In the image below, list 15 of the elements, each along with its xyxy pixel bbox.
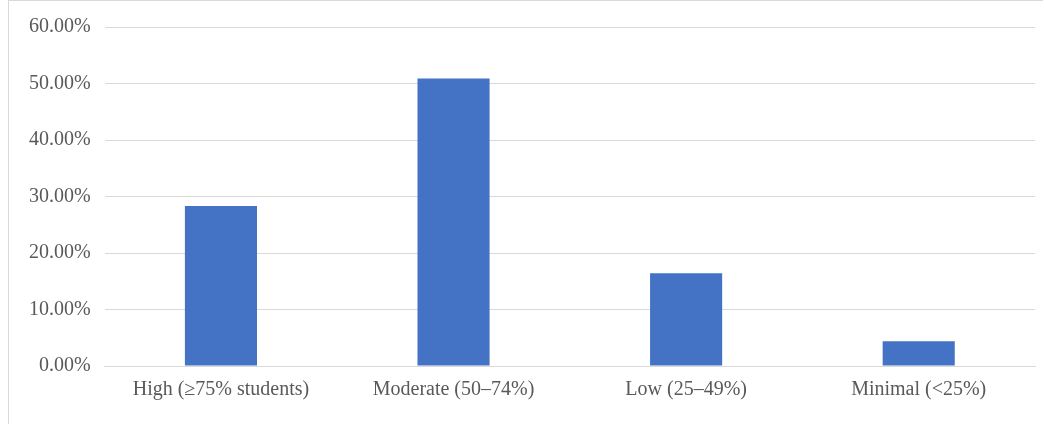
x-tick-label: Moderate (50–74%) [372,377,535,401]
bar [650,273,723,366]
y-tick-label: 0.00% [38,353,91,376]
y-tick-label: 20.00% [28,240,91,263]
x-tick-label: High (≥75% students) [132,377,310,401]
x-tick-label: Low (25–49%) [625,377,747,401]
y-tick-label: 60.00% [28,14,91,37]
y-tick-label: 40.00% [28,127,91,150]
bar [882,341,955,366]
y-tick-label: 30.00% [28,183,91,206]
bar [417,78,490,366]
x-tick-label: Minimal (<25%) [851,377,987,401]
y-tick-label: 10.00% [28,296,91,319]
bar [184,206,257,366]
y-tick-label: 50.00% [28,70,91,93]
